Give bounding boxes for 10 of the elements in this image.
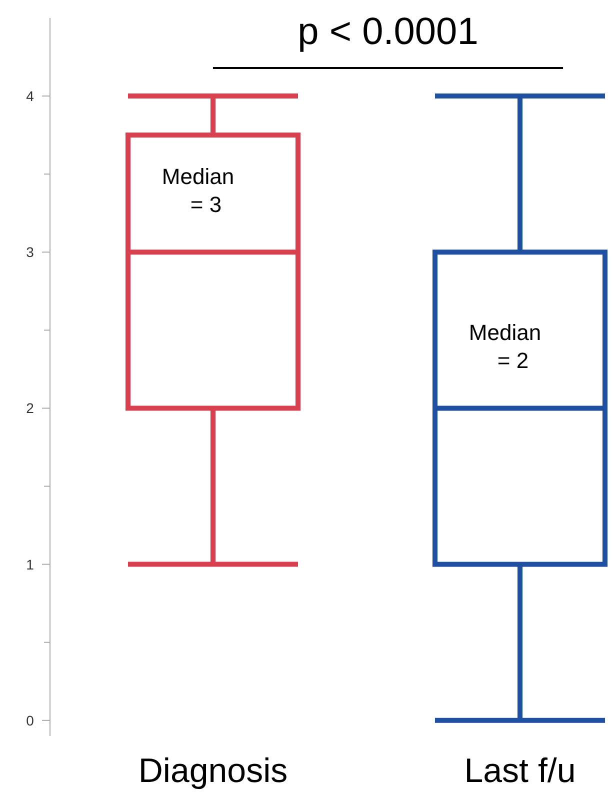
annotation: p < 0.0001: [298, 11, 478, 53]
annotation: Median = 2: [468, 320, 542, 374]
x-tick-label: Last f/u: [464, 752, 576, 790]
annotation: Median = 3: [162, 164, 234, 218]
y-tick-label: 4: [26, 88, 34, 104]
y-tick-label: 1: [26, 556, 34, 572]
y-tick-label: 2: [26, 400, 34, 416]
y-tick-label: 0: [26, 712, 34, 728]
y-tick-label: 3: [26, 244, 34, 260]
x-tick-label: Diagnosis: [138, 752, 288, 790]
